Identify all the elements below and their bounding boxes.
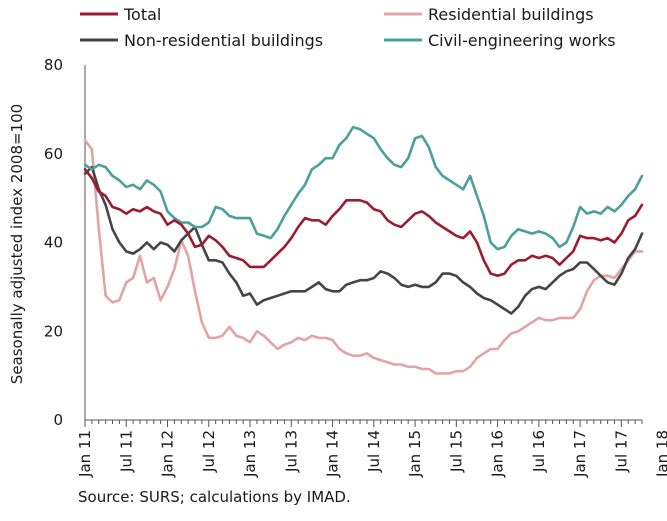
x-tick-label: Jul 13 xyxy=(282,430,300,473)
x-tick-label: Jan 12 xyxy=(159,430,177,478)
x-tick-label: Jan 17 xyxy=(571,430,589,478)
series-line-civil-engineering-works xyxy=(83,125,644,251)
y-tick-label: 80 xyxy=(44,56,63,74)
x-tick-label: Jul 12 xyxy=(200,430,218,473)
legend-label: Total xyxy=(123,5,161,24)
legend: Total Residential buildings Non-residentia… xyxy=(80,5,616,50)
series-line-non-residential-buildings xyxy=(83,165,644,315)
series-line-total xyxy=(83,168,644,278)
y-tick-label: 0 xyxy=(53,411,63,429)
x-axis: Jan 11 Jul 11 Jan 12 Jul 12 Jan 13 Jul 13 Jan … xyxy=(76,419,667,478)
series-layer xyxy=(83,125,644,375)
legend-label: Residential buildings xyxy=(428,5,594,24)
x-tick-label: Jan 15 xyxy=(406,430,424,478)
x-tick-label: Jul 17 xyxy=(612,430,630,473)
x-tick-label: Jul 11 xyxy=(117,430,135,473)
x-tick-label: Jan 11 xyxy=(76,430,94,478)
y-tick-label: 60 xyxy=(44,145,63,163)
x-tick-label: Jan 18 xyxy=(654,430,667,478)
source-note: Source: SURS; calculations by IMAD. xyxy=(78,488,351,506)
y-axis-title: Seasonally adjusted index 2008=100 xyxy=(8,104,26,384)
legend-label: Non-residential buildings xyxy=(124,31,323,50)
x-tick-label: Jul 14 xyxy=(365,430,383,473)
series-line-residential-buildings xyxy=(83,139,644,375)
legend-label: Civil-engineering works xyxy=(428,31,616,50)
y-tick-label: 40 xyxy=(44,234,63,252)
y-axis: 0 20 40 60 80 xyxy=(44,56,86,429)
x-tick-label: Jul 15 xyxy=(447,430,465,473)
x-tick-label: Jan 16 xyxy=(489,430,507,478)
y-tick-label: 20 xyxy=(44,322,63,340)
x-tick-label: Jan 14 xyxy=(324,430,342,478)
x-tick-label: Jan 13 xyxy=(241,430,259,478)
x-tick-label: Jul 16 xyxy=(530,430,548,473)
